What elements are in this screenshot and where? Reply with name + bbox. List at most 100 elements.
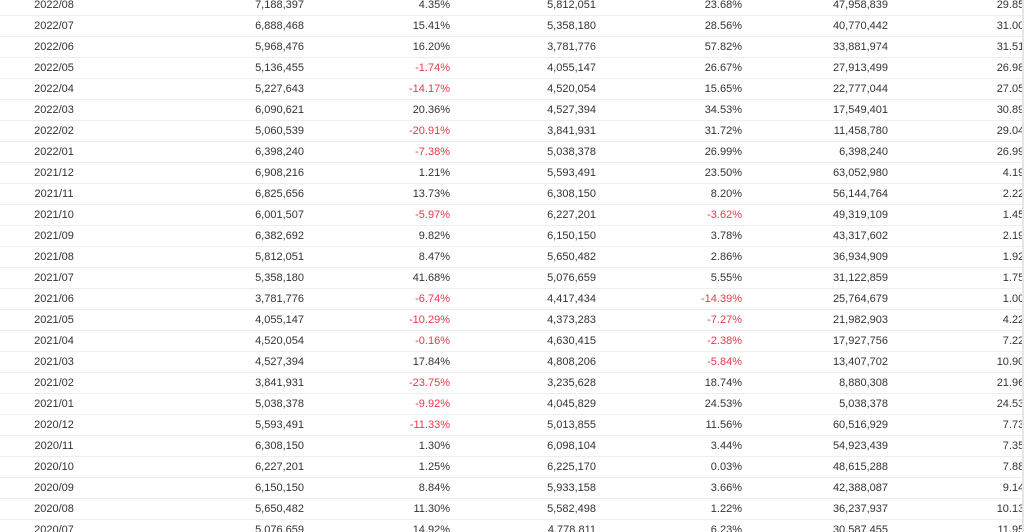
cell-month: 2022/05 — [0, 57, 102, 80]
cell-value-a: 6,090,621 — [102, 99, 310, 122]
cell-value-b: 3,235,628 — [456, 372, 602, 395]
cell-month: 2021/05 — [0, 309, 102, 332]
cell-cumulative: 40,770,442 — [748, 15, 894, 38]
cell-change-c: 31.51% — [894, 36, 1024, 59]
table-row: 2020/09 6,150,150 8.84% 5,933,158 3.66% 42,38… — [0, 477, 1024, 500]
cell-value-b: 5,650,482 — [456, 246, 602, 269]
cell-value-b: 5,358,180 — [456, 15, 602, 38]
cell-change-c: 4.19% — [894, 162, 1024, 185]
cell-cumulative: 11,458,780 — [748, 120, 894, 143]
cell-change-b: 5.55% — [602, 267, 748, 290]
cell-value-b: 6,308,150 — [456, 183, 602, 206]
cell-month: 2020/10 — [0, 456, 102, 479]
cell-value-a: 5,593,491 — [102, 414, 310, 437]
cell-change-c: 1.00% — [894, 288, 1024, 311]
cell-change-b: -2.38% — [602, 330, 748, 353]
cell-value-a: 5,076,659 — [102, 519, 310, 532]
table-row: 2021/07 5,358,180 41.68% 5,076,659 5.55% 31,1… — [0, 267, 1024, 290]
cell-change-a: 1.30% — [310, 435, 456, 458]
cell-change-b: 2.86% — [602, 246, 748, 269]
cell-change-a: -7.38% — [310, 141, 456, 164]
table-row: 2020/10 6,227,201 1.25% 6,225,170 0.03% 48,61… — [0, 456, 1024, 479]
cell-value-a: 5,650,482 — [102, 498, 310, 521]
cell-month: 2020/11 — [0, 435, 102, 458]
cell-change-b: 23.50% — [602, 162, 748, 185]
cell-change-c: 24.53% — [894, 393, 1024, 416]
cell-cumulative: 6,398,240 — [748, 141, 894, 164]
cell-month: 2022/08 — [0, 0, 102, 17]
cell-cumulative: 36,934,909 — [748, 246, 894, 269]
cell-month: 2022/04 — [0, 78, 102, 101]
cell-month: 2021/03 — [0, 351, 102, 374]
cell-change-b: 26.67% — [602, 57, 748, 80]
cell-cumulative: 54,923,439 — [748, 435, 894, 458]
cell-change-b: -3.62% — [602, 204, 748, 227]
cell-change-c: 27.05% — [894, 78, 1024, 101]
cell-value-b: 6,227,201 — [456, 204, 602, 227]
cell-cumulative: 43,317,602 — [748, 225, 894, 248]
cell-value-a: 6,001,507 — [102, 204, 310, 227]
cell-value-b: 5,582,498 — [456, 498, 602, 521]
table-row: 2020/08 5,650,482 11.30% 5,582,498 1.22% 36,2… — [0, 498, 1024, 521]
cell-change-c: 1.45% — [894, 204, 1024, 227]
cell-value-a: 4,527,394 — [102, 351, 310, 374]
cell-change-a: 16.20% — [310, 36, 456, 59]
cell-value-b: 6,225,170 — [456, 456, 602, 479]
cell-change-a: 11.30% — [310, 498, 456, 521]
cell-month: 2020/12 — [0, 414, 102, 437]
table-row: 2022/07 6,888,468 15.41% 5,358,180 28.56% 40,… — [0, 15, 1024, 38]
table-row: 2021/05 4,055,147 -10.29% 4,373,283 -7.27% 21… — [0, 309, 1024, 332]
cell-cumulative: 36,237,937 — [748, 498, 894, 521]
cell-change-a: -6.74% — [310, 288, 456, 311]
cell-change-c: 10.90% — [894, 351, 1024, 374]
cell-change-a: 4.35% — [310, 0, 456, 17]
cell-month: 2020/08 — [0, 498, 102, 521]
cell-change-a: -5.97% — [310, 204, 456, 227]
cell-cumulative: 8,880,308 — [748, 372, 894, 395]
table-row: 2022/04 5,227,643 -14.17% 4,520,054 15.65% 22… — [0, 78, 1024, 101]
cell-change-b: 8.20% — [602, 183, 748, 206]
table-row: 2021/08 5,812,051 8.47% 5,650,482 2.86% 36,93… — [0, 246, 1024, 269]
cell-change-a: 1.25% — [310, 456, 456, 479]
cell-month: 2021/08 — [0, 246, 102, 269]
cell-month: 2022/03 — [0, 99, 102, 122]
cell-value-a: 5,136,455 — [102, 57, 310, 80]
cell-value-b: 4,417,434 — [456, 288, 602, 311]
cell-change-b: 3.44% — [602, 435, 748, 458]
cell-change-b: 24.53% — [602, 393, 748, 416]
cell-change-c: 7.88% — [894, 456, 1024, 479]
cell-cumulative: 56,144,764 — [748, 183, 894, 206]
cell-change-a: -10.29% — [310, 309, 456, 332]
cell-change-c: 26.98% — [894, 57, 1024, 80]
cell-value-b: 4,045,829 — [456, 393, 602, 416]
cell-month: 2020/09 — [0, 477, 102, 500]
cell-change-c: 1.75% — [894, 267, 1024, 290]
cell-cumulative: 47,958,839 — [748, 0, 894, 17]
table-row: 2021/09 6,382,692 9.82% 6,150,150 3.78% 43,31… — [0, 225, 1024, 248]
cell-change-b: 0.03% — [602, 456, 748, 479]
cell-change-c: 11.95% — [894, 519, 1024, 532]
table-row: 2021/11 6,825,656 13.73% 6,308,150 8.20% 56,1… — [0, 183, 1024, 206]
cell-value-b: 5,593,491 — [456, 162, 602, 185]
table-row: 2021/04 4,520,054 -0.16% 4,630,415 -2.38% 17,… — [0, 330, 1024, 353]
cell-change-c: 7.22% — [894, 330, 1024, 353]
cell-change-a: -1.74% — [310, 57, 456, 80]
cell-change-b: -7.27% — [602, 309, 748, 332]
cell-month: 2020/07 — [0, 519, 102, 532]
cell-change-b: 31.72% — [602, 120, 748, 143]
cell-value-a: 4,055,147 — [102, 309, 310, 332]
cell-value-b: 4,808,206 — [456, 351, 602, 374]
cell-value-b: 4,527,394 — [456, 99, 602, 122]
cell-cumulative: 21,982,903 — [748, 309, 894, 332]
cell-change-a: -14.17% — [310, 78, 456, 101]
cell-month: 2021/11 — [0, 183, 102, 206]
table-row: 2021/06 3,781,776 -6.74% 4,417,434 -14.39% 25… — [0, 288, 1024, 311]
cell-value-a: 6,888,468 — [102, 15, 310, 38]
cell-value-a: 5,812,051 — [102, 246, 310, 269]
cell-change-b: 3.66% — [602, 477, 748, 500]
cell-change-a: 13.73% — [310, 183, 456, 206]
cell-change-b: 15.65% — [602, 78, 748, 101]
cell-change-a: 1.21% — [310, 162, 456, 185]
cell-cumulative: 63,052,980 — [748, 162, 894, 185]
